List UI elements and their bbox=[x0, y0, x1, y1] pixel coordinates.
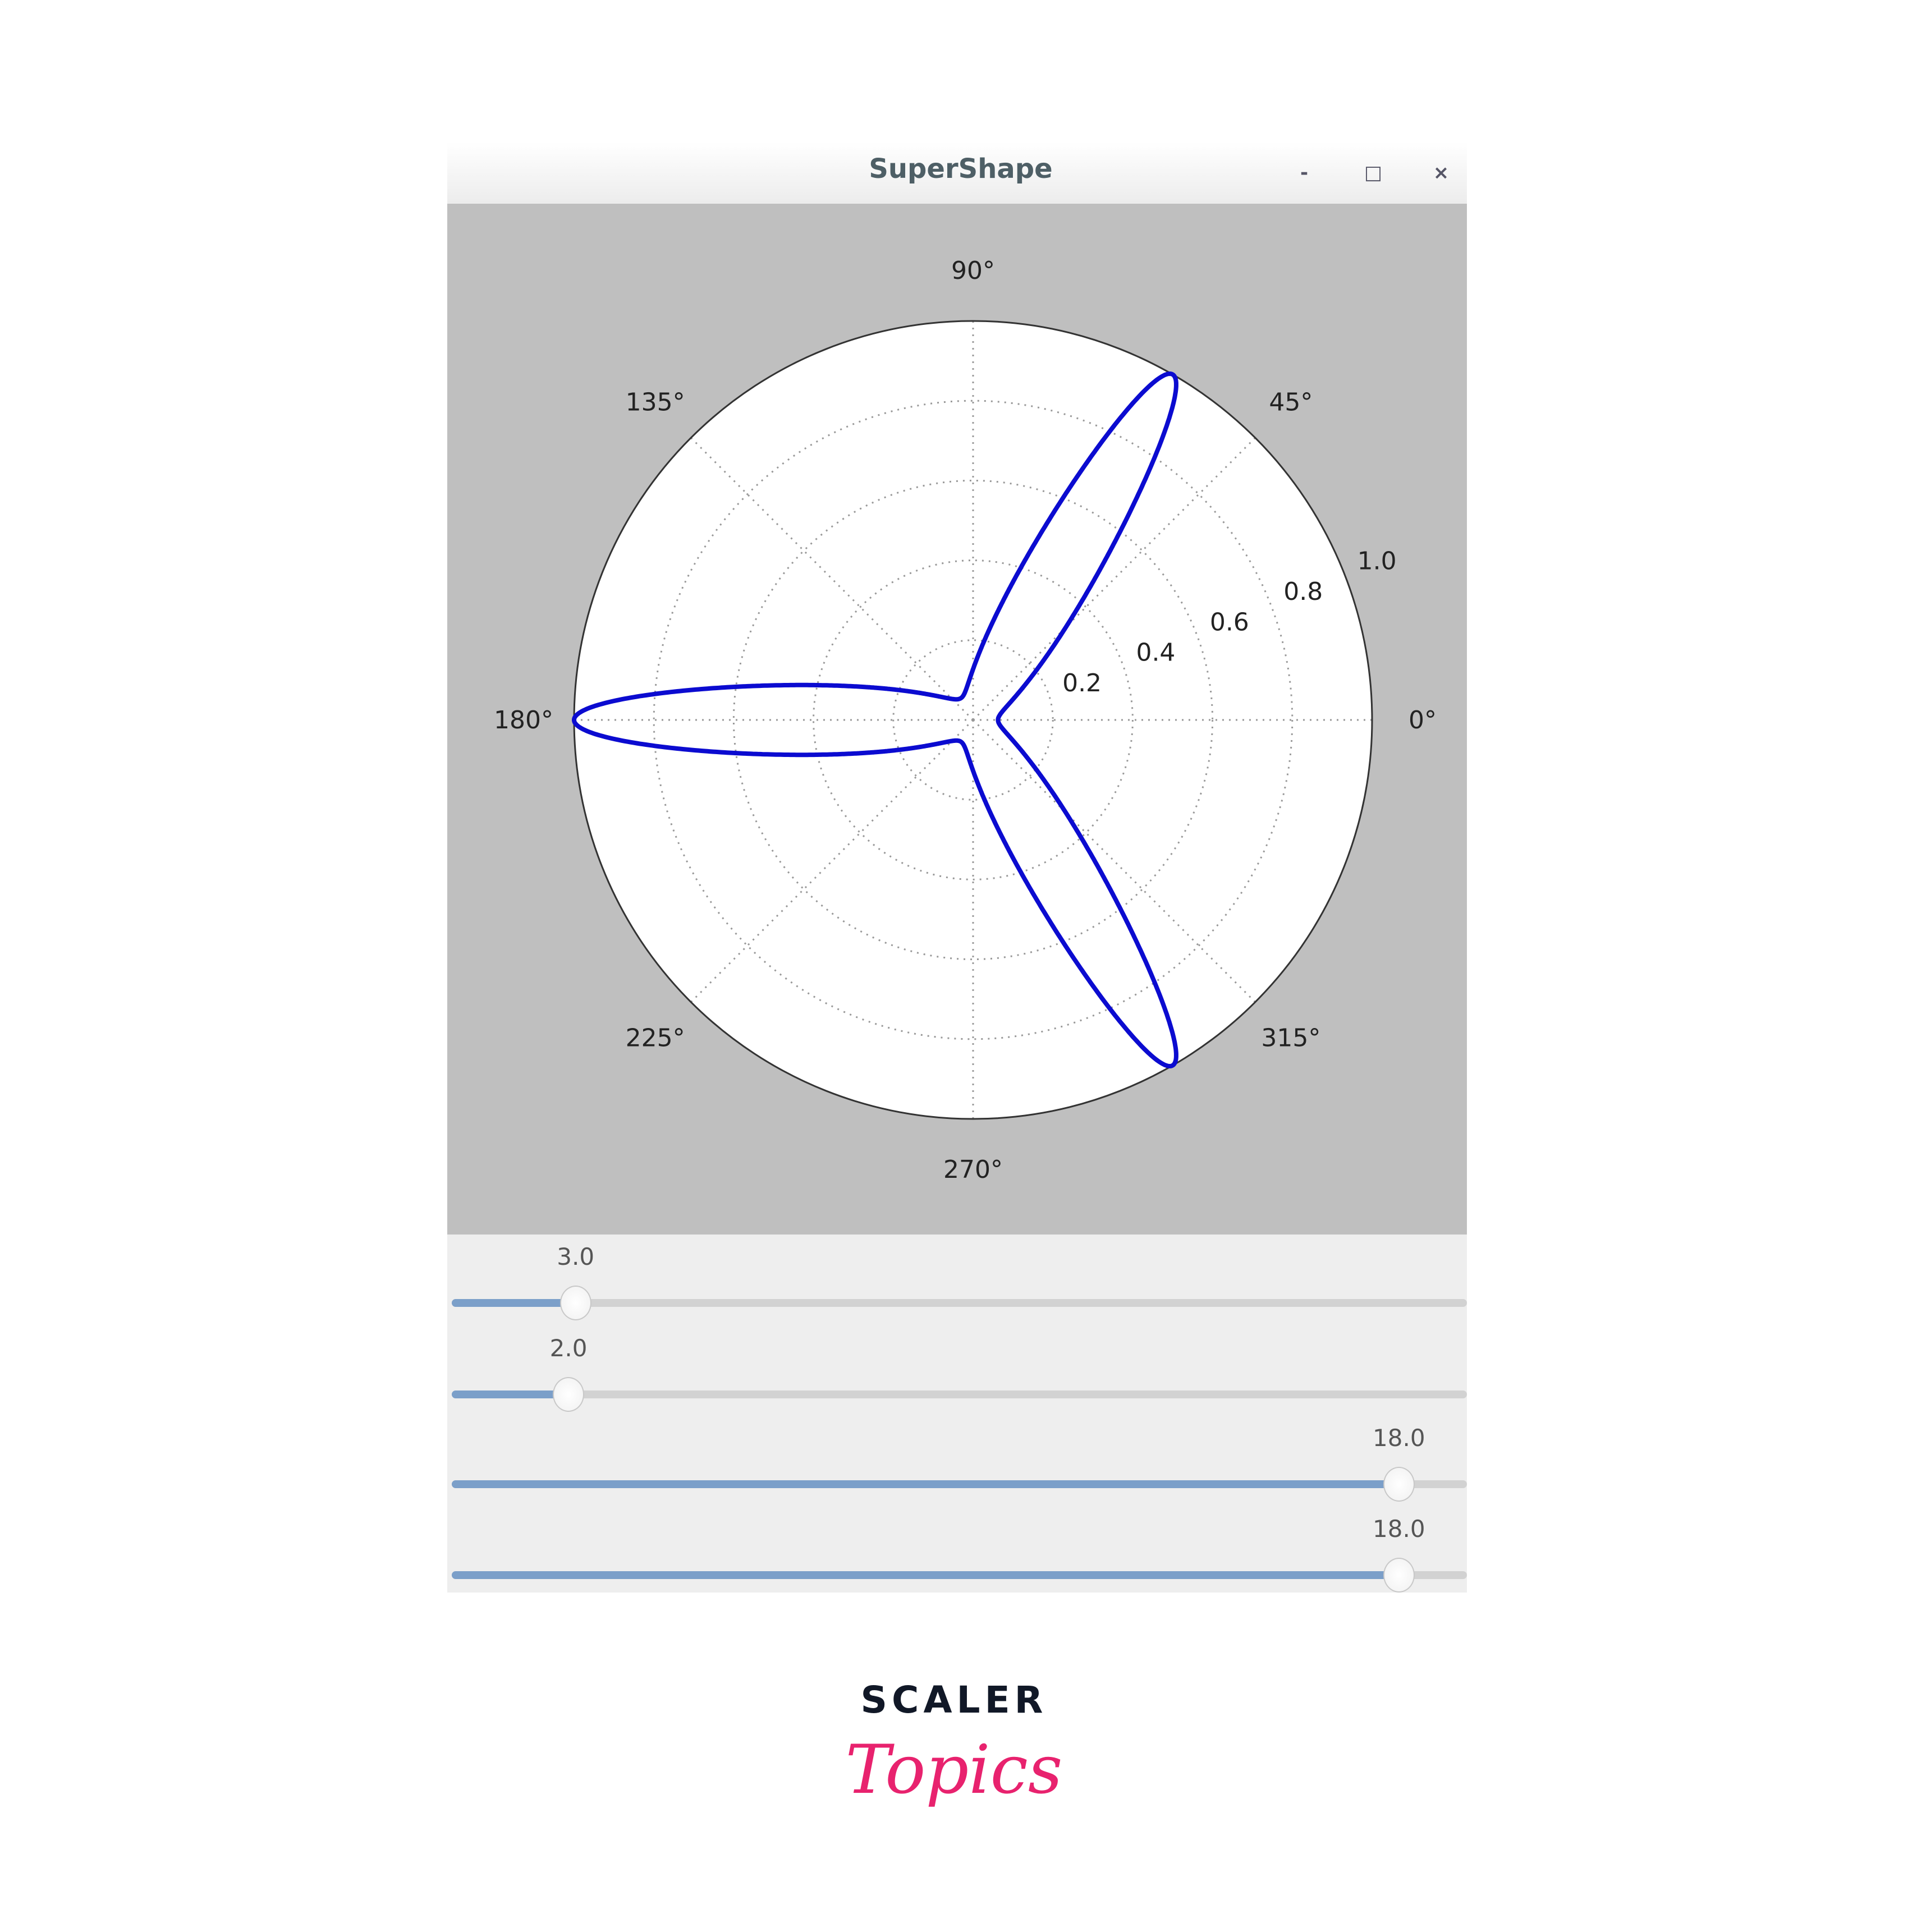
polar-chart: 0° 45° 90° 135° 180° 225° 270° 315° 0.2 0.4 0.6 0.8… bbox=[494, 256, 1437, 1184]
maximize-icon[interactable]: □ bbox=[1364, 162, 1383, 184]
slider-track[interactable] bbox=[452, 1558, 1467, 1593]
polar-plot-area: 0° 45° 90° 135° 180° 225° 270° 315° 0.2 0.4 0.6 0.8… bbox=[447, 204, 1467, 1235]
parameter-sliders: 3.0 2.0 18.0 18.0 bbox=[447, 1235, 1467, 1593]
angle-tick-label: 270° bbox=[943, 1155, 1003, 1184]
radial-tick-label: 0.6 bbox=[1210, 608, 1249, 636]
radial-gridline bbox=[813, 559, 1134, 880]
angle-tick-label: 180° bbox=[494, 706, 553, 735]
slider-fill bbox=[452, 1391, 569, 1398]
radial-tick-label: 0.4 bbox=[1136, 639, 1175, 667]
radial-tick-label: 0.2 bbox=[1062, 669, 1102, 697]
radial-gridline bbox=[653, 400, 1294, 1040]
close-icon[interactable]: × bbox=[1433, 162, 1450, 184]
title-bar[interactable]: SuperShape - □ × bbox=[447, 142, 1467, 204]
slider-thumb[interactable] bbox=[1383, 1467, 1415, 1502]
logo-topics-text: Topics bbox=[845, 1731, 1063, 1809]
logo-scaler-text: SCALER bbox=[860, 1678, 1048, 1722]
slider-fill bbox=[452, 1571, 1399, 1579]
radial-tick-label: 1.0 bbox=[1357, 547, 1397, 575]
slider-track[interactable] bbox=[452, 1286, 1467, 1320]
angle-tick-label: 225° bbox=[626, 1024, 685, 1052]
slider-n1[interactable]: 2.0 bbox=[447, 1334, 1467, 1424]
supershape-window: SuperShape - □ × 0° 45° 90° 135° 180° 225° 270… bbox=[447, 142, 1467, 1593]
slider-m[interactable]: 3.0 bbox=[447, 1243, 1467, 1333]
slider-value-label: 18.0 bbox=[1373, 1424, 1425, 1452]
slider-thumb[interactable] bbox=[1383, 1558, 1415, 1593]
slider-thumb[interactable] bbox=[553, 1377, 585, 1412]
scaler-topics-logo: SCALER Topics bbox=[814, 1678, 1094, 1846]
slider-fill bbox=[452, 1480, 1399, 1488]
slider-track[interactable] bbox=[452, 1467, 1467, 1502]
angle-tick-label: 135° bbox=[626, 388, 685, 417]
angle-tick-label: 45° bbox=[1269, 388, 1313, 417]
minimize-icon[interactable]: - bbox=[1300, 162, 1309, 184]
slider-value-label: 18.0 bbox=[1373, 1515, 1425, 1543]
slider-value-label: 3.0 bbox=[557, 1243, 595, 1270]
slider-fill bbox=[452, 1299, 576, 1307]
supershape-curve bbox=[572, 371, 1178, 1068]
window-title: SuperShape bbox=[869, 153, 1053, 185]
angle-tick-label: 315° bbox=[1261, 1024, 1320, 1052]
slider-n2[interactable]: 18.0 bbox=[447, 1424, 1467, 1514]
slider-thumb[interactable] bbox=[559, 1286, 591, 1320]
angle-tick-label: 0° bbox=[1409, 706, 1437, 735]
angle-tick-label: 90° bbox=[951, 256, 995, 285]
radial-tick-label: 0.8 bbox=[1283, 577, 1323, 606]
slider-track[interactable] bbox=[452, 1377, 1467, 1412]
slider-n3[interactable]: 18.0 bbox=[447, 1515, 1467, 1605]
slider-value-label: 2.0 bbox=[549, 1334, 588, 1362]
radial-gridline bbox=[892, 639, 1054, 801]
